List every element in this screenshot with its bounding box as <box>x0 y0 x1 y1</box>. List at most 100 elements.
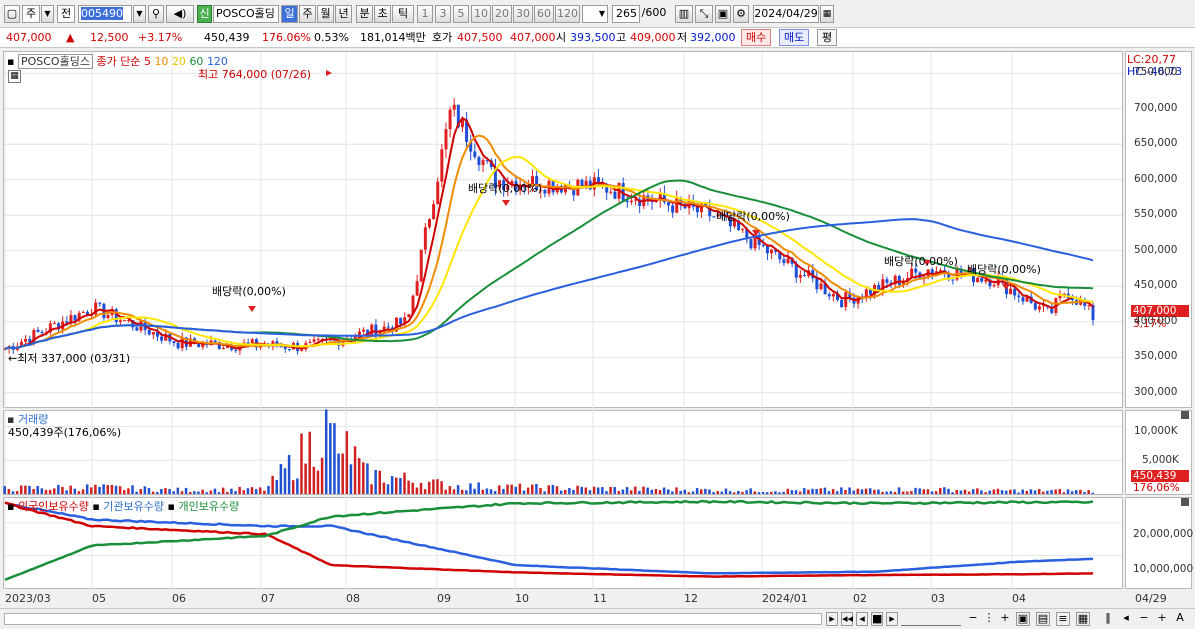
volume-bar <box>36 486 39 494</box>
price-panel[interactable] <box>3 51 1123 408</box>
tab-week[interactable]: 주 <box>299 5 316 23</box>
interval-10[interactable]: 10 <box>471 5 491 23</box>
chart-type-icon[interactable]: ▥ <box>675 5 693 23</box>
volume-bar <box>378 470 382 494</box>
volume-bar <box>526 487 530 494</box>
code-dropdown-icon[interactable]: ▼ <box>133 5 146 23</box>
play-icon[interactable]: ▸ <box>886 612 898 626</box>
price-tick: 750,000 <box>1134 66 1178 79</box>
volume-bar <box>885 491 888 494</box>
volume-panel[interactable] <box>3 410 1123 495</box>
speed-slider[interactable] <box>901 612 961 626</box>
volume-bar <box>135 491 138 494</box>
auto-icon[interactable]: A <box>1176 611 1184 624</box>
open-price: 393,500 <box>570 31 616 44</box>
candle-body <box>135 327 139 331</box>
calendar-icon[interactable]: ▦ <box>820 5 834 23</box>
interval-60[interactable]: 60 <box>534 5 554 23</box>
horizontal-scrollbar[interactable] <box>4 613 822 625</box>
candle-body <box>712 216 716 218</box>
zoom-in-small-icon[interactable]: + <box>1157 611 1167 624</box>
candle-body <box>625 200 629 203</box>
volume-bar <box>386 484 390 494</box>
date-input[interactable]: 2024/04/29 <box>753 5 819 23</box>
volume-bar <box>815 489 818 494</box>
volume-bar <box>1042 491 1045 494</box>
pause-icon[interactable]: ‖ <box>1105 611 1111 624</box>
play-back-icon[interactable]: ◂ <box>856 612 868 626</box>
scroll-right-icon[interactable]: ▸ <box>826 612 838 626</box>
interval-dropdown-icon[interactable]: ▼ <box>582 5 608 23</box>
grid-icon[interactable]: ▦ <box>1076 612 1090 626</box>
count-input[interactable]: 265 <box>612 5 640 23</box>
candle-body <box>271 341 275 347</box>
volume-collapse-icon[interactable] <box>1181 411 1189 419</box>
candle-body <box>493 167 497 188</box>
stop-icon[interactable]: ■ <box>871 612 883 626</box>
volume-bar <box>85 484 89 494</box>
volume-bar <box>15 491 19 494</box>
buy-button[interactable]: 매수 <box>741 29 772 46</box>
zoom-out-small-icon[interactable]: − <box>1139 611 1149 624</box>
rewind-icon[interactable]: ◂◂ <box>841 612 854 626</box>
zoom-in-icon[interactable]: + <box>1000 611 1010 624</box>
fit-icon[interactable]: ▤ <box>1036 612 1050 626</box>
interval-5[interactable]: 5 <box>453 5 469 23</box>
sell-button[interactable]: 매도 <box>779 29 810 46</box>
draw-tool-icon[interactable]: ⤡ <box>695 5 713 23</box>
tab-month[interactable]: 월 <box>317 5 334 23</box>
volume-bar <box>671 491 674 494</box>
tab-tick[interactable]: 틱 <box>392 5 414 23</box>
volume-bar <box>304 463 307 494</box>
gear-icon[interactable]: ⚙ <box>733 5 749 23</box>
avg-button[interactable]: 평 <box>817 29 838 46</box>
volume-bar <box>893 491 897 494</box>
left-icon[interactable]: ◂ <box>1123 611 1129 624</box>
volume-bar <box>506 484 509 494</box>
interval-20[interactable]: 20 <box>492 5 512 23</box>
volume-bar <box>629 490 633 494</box>
stock-code-input[interactable]: 005490 <box>78 5 132 23</box>
volume-bar <box>691 491 695 494</box>
save-icon[interactable]: ▣ <box>715 5 731 23</box>
interval-3[interactable]: 3 <box>435 5 451 23</box>
bid-price: 407,000 <box>510 31 556 44</box>
search-icon[interactable]: ⚲ <box>148 5 164 23</box>
volume-bar <box>943 487 946 494</box>
prev-button[interactable]: 전 <box>57 5 75 23</box>
interval-30[interactable]: 30 <box>513 5 533 23</box>
tab-year[interactable]: 년 <box>335 5 352 23</box>
dividend-label-2: 배당락(0,00%) <box>468 182 542 195</box>
market-type-select[interactable]: 주 <box>22 5 40 23</box>
volume-bar <box>415 487 419 494</box>
list-icon[interactable]: ≡ <box>1056 612 1070 626</box>
high-label: 고 <box>616 31 627 44</box>
speaker-icon[interactable]: ◀) <box>166 5 194 23</box>
volume-bar <box>221 487 225 494</box>
volume-bar <box>1021 489 1024 494</box>
tab-second[interactable]: 초 <box>374 5 391 23</box>
interval-1[interactable]: 1 <box>417 5 433 23</box>
candle-body <box>720 215 724 217</box>
type-dropdown-icon[interactable]: ▼ <box>41 5 54 23</box>
candle-body <box>419 249 423 282</box>
holder-collapse-icon[interactable] <box>1181 498 1189 506</box>
candle-body <box>704 203 708 207</box>
grid-toggle-icon[interactable]: ▦ <box>8 70 21 83</box>
volume-bar <box>349 464 353 494</box>
interval-120[interactable]: 120 <box>555 5 580 23</box>
view-icon[interactable]: ▣ <box>1016 612 1030 626</box>
volume-bar <box>580 486 583 494</box>
tab-minute[interactable]: 분 <box>356 5 373 23</box>
zoom-out-icon[interactable]: − <box>968 611 978 624</box>
candle-body <box>28 338 32 343</box>
turnover-rate: 0.53% <box>314 31 349 44</box>
volume-bar <box>176 487 180 494</box>
candle-body <box>658 193 662 200</box>
tab-day[interactable]: 일 <box>281 5 298 23</box>
window-icon[interactable]: ▢ <box>4 5 20 23</box>
volume-bar <box>1062 492 1066 494</box>
volume-bar <box>271 475 274 494</box>
volume-bar <box>32 488 35 494</box>
grip-icon[interactable]: ⋮ <box>983 611 995 624</box>
